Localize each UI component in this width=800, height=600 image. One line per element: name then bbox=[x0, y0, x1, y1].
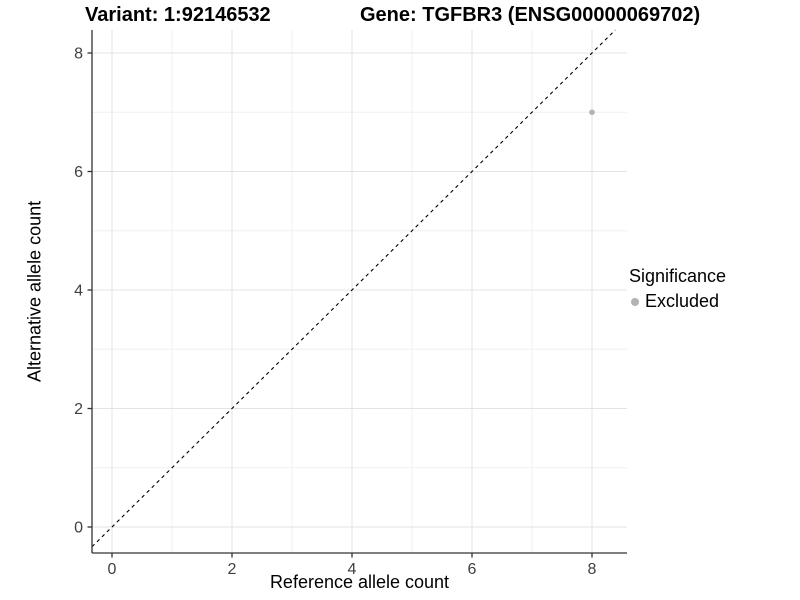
x-tick-label: 0 bbox=[108, 561, 117, 578]
excluded-point-icon bbox=[631, 297, 639, 306]
x-tick-label: 8 bbox=[588, 561, 597, 578]
x-tick-label: 2 bbox=[228, 561, 237, 578]
y-tick-label: 0 bbox=[74, 520, 83, 537]
data-point bbox=[589, 109, 595, 116]
legend-item-label: Excluded bbox=[645, 291, 720, 311]
y-tick-label: 8 bbox=[74, 46, 83, 63]
gene-title: Gene: TGFBR3 (ENSG00000069702) bbox=[360, 4, 701, 26]
identity-dashed-line bbox=[91, 29, 616, 548]
variant-title: Variant: 1:92146532 bbox=[85, 4, 271, 26]
x-tick-label: 6 bbox=[468, 561, 477, 578]
x-axis-label: Reference allele count bbox=[269, 572, 450, 592]
y-tick-label: 2 bbox=[74, 401, 83, 418]
legend-title: Significance bbox=[629, 266, 727, 286]
y-tick-label: 4 bbox=[74, 283, 83, 300]
gridlines bbox=[92, 30, 627, 553]
data-points bbox=[589, 109, 595, 116]
y-axis-label: Alternative allele count bbox=[24, 200, 45, 383]
y-tick-label: 6 bbox=[74, 164, 83, 181]
x-tick-label: 4 bbox=[348, 561, 357, 578]
legend: Significance Excluded bbox=[629, 266, 726, 312]
legend-item-excluded: Excluded bbox=[629, 291, 726, 312]
